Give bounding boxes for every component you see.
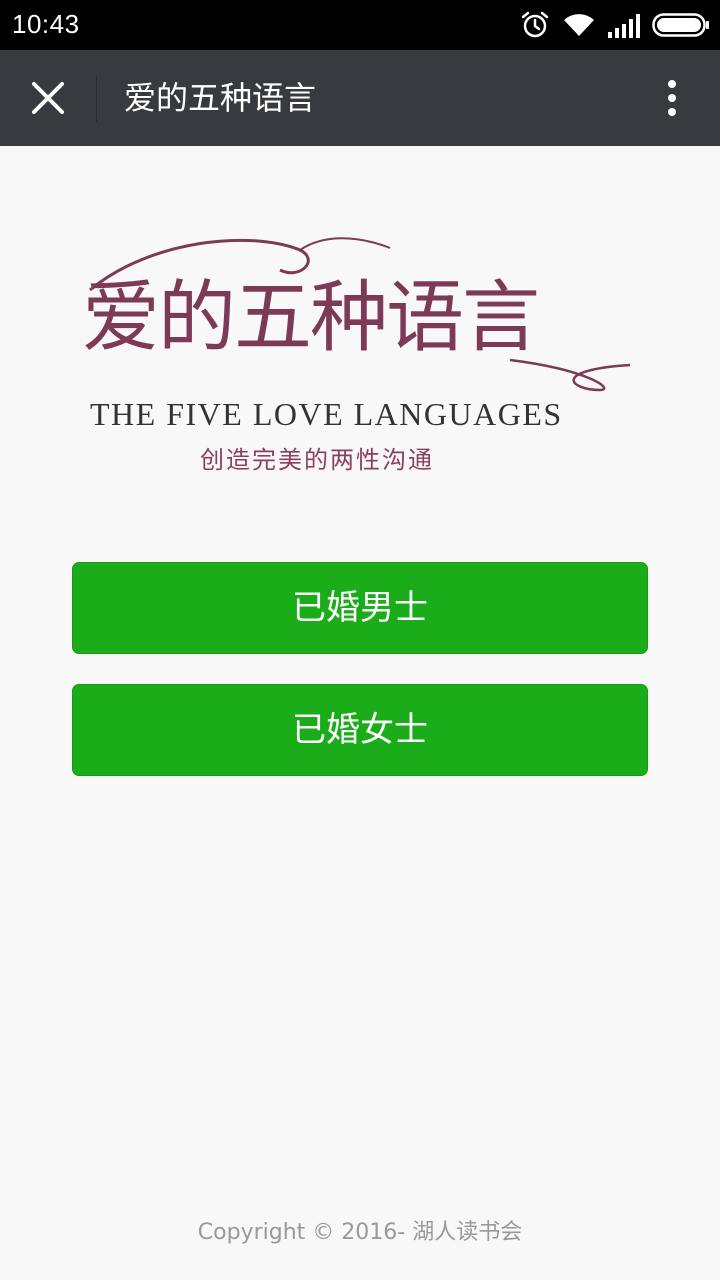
footer-copyright: Copyright © 2016- 湖人读书会 [197, 1220, 523, 1245]
page-title: 爱的五种语言 [124, 79, 317, 117]
married-women-button[interactable]: 已婚女士 [72, 684, 648, 776]
married-men-button[interactable]: 已婚男士 [72, 562, 648, 654]
battery-icon [652, 13, 709, 37]
alarm-icon [521, 11, 549, 38]
content-area: 爱的五种语言 THE FIVE LOVE LANGUAGES 创造完美的两性沟通… [0, 146, 720, 1280]
logo-swirl-decoration [89, 237, 631, 392]
logo-tagline: 创造完美的两性沟通 [200, 446, 434, 474]
logo: 爱的五种语言 THE FIVE LOVE LANGUAGES 创造完美的两性沟通 [70, 220, 650, 480]
wifi-icon [564, 14, 594, 36]
status-time: 10:43 [12, 9, 80, 39]
logo-subtitle: THE FIVE LOVE LANGUAGES [90, 396, 563, 432]
title-bar: 爱的五种语言 [0, 50, 720, 146]
title-divider [96, 76, 97, 122]
signal-icon [608, 14, 640, 38]
logo-title: 爱的五种语言 [82, 273, 540, 363]
more-vertical-icon[interactable] [652, 74, 692, 122]
close-icon[interactable] [24, 74, 72, 122]
status-bar: 10:43 [0, 0, 720, 50]
